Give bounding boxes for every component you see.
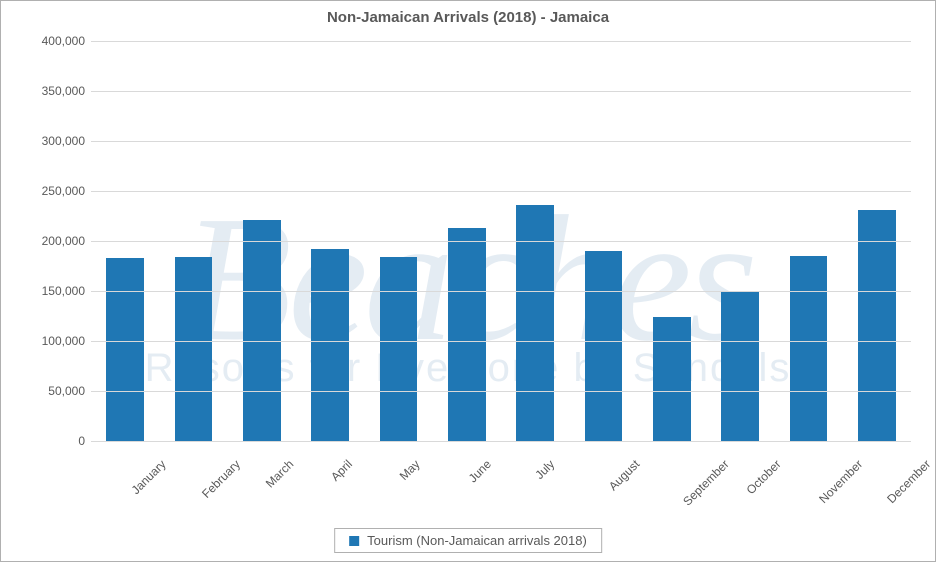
x-tick-label: February (199, 457, 243, 501)
y-tick-label: 100,000 (10, 334, 85, 348)
chart-container: Non-Jamaican Arrivals (2018) - Jamaica B… (0, 0, 936, 562)
bar (653, 317, 691, 441)
y-tick-label: 350,000 (10, 84, 85, 98)
chart-title: Non-Jamaican Arrivals (2018) - Jamaica (1, 9, 935, 26)
legend-label: Tourism (Non-Jamaican arrivals 2018) (367, 533, 587, 548)
bar (790, 256, 828, 441)
gridline (91, 241, 911, 242)
x-tick-label: June (466, 457, 494, 485)
gridline (91, 191, 911, 192)
bar (380, 257, 418, 441)
legend: Tourism (Non-Jamaican arrivals 2018) (334, 528, 602, 553)
bar (858, 210, 896, 441)
y-tick-label: 400,000 (10, 34, 85, 48)
x-tick-label: September (680, 457, 731, 508)
gridline (91, 341, 911, 342)
bar (243, 220, 281, 441)
y-tick-label: 250,000 (10, 184, 85, 198)
gridline (91, 441, 911, 442)
x-tick-label: May (396, 457, 422, 483)
x-tick-layer: January February March April May June July Augu… (91, 447, 911, 517)
x-tick-label: January (129, 457, 169, 497)
y-tick-label: 200,000 (10, 234, 85, 248)
gridline (91, 391, 911, 392)
legend-swatch (349, 536, 359, 546)
x-tick-label: March (263, 457, 296, 490)
y-tick-label: 150,000 (10, 284, 85, 298)
bar (585, 251, 623, 441)
bar (311, 249, 349, 441)
gridline (91, 91, 911, 92)
gridline (91, 41, 911, 42)
y-tick-label: 0 (10, 434, 85, 448)
y-tick-label: 50,000 (10, 384, 85, 398)
gridline (91, 291, 911, 292)
x-tick-label: October (744, 457, 784, 497)
x-tick-label: April (328, 457, 355, 484)
bar (721, 291, 759, 441)
x-tick-label: December (884, 457, 933, 506)
plot-area (91, 41, 911, 441)
x-tick-label: July (532, 457, 557, 482)
bar (175, 257, 213, 441)
y-tick-label: 300,000 (10, 134, 85, 148)
bar (106, 258, 144, 441)
x-tick-label: November (816, 457, 865, 506)
x-tick-label: August (605, 457, 641, 493)
bar (448, 228, 486, 441)
gridline (91, 141, 911, 142)
